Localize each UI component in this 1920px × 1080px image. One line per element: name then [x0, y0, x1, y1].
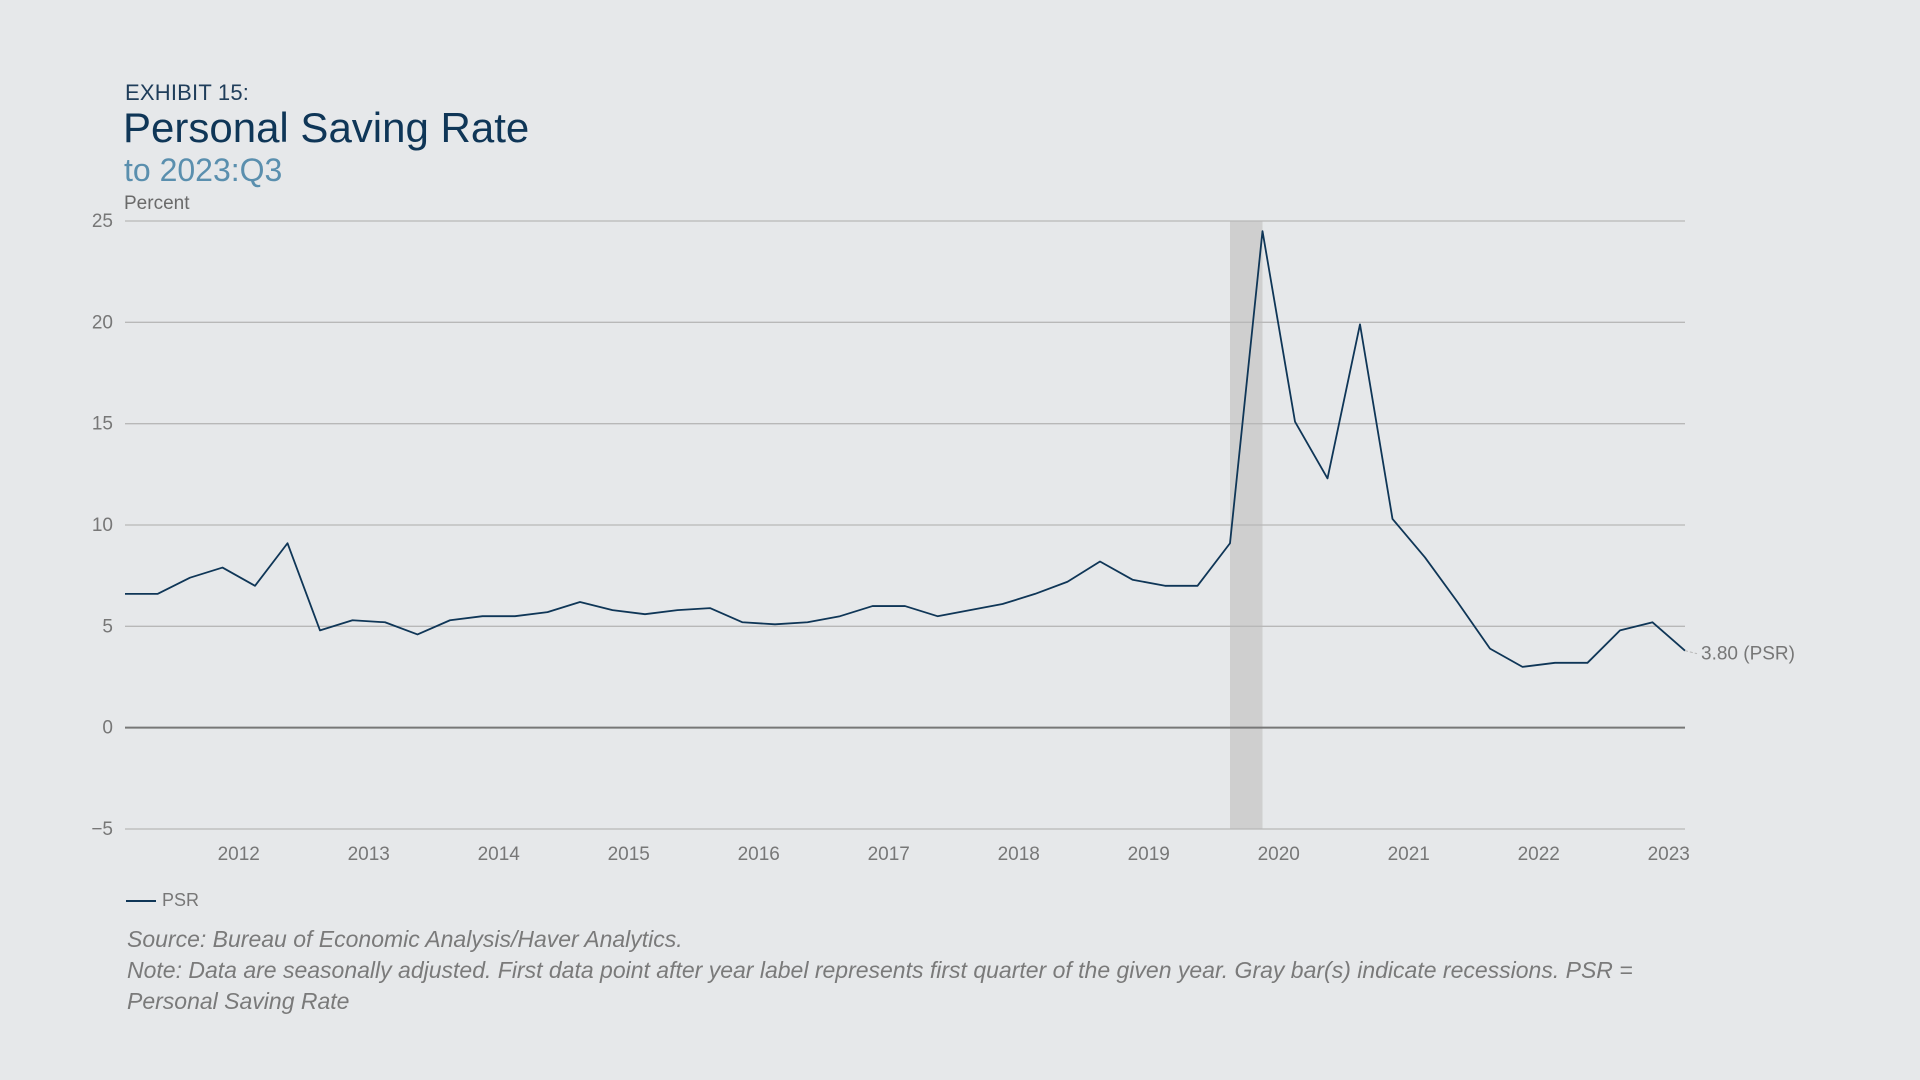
- x-tick-label: 2017: [868, 844, 910, 865]
- end-value-label: 3.80 (PSR): [1701, 644, 1795, 665]
- x-tick-label: 2014: [478, 844, 521, 865]
- y-tick-label: 5: [102, 616, 113, 637]
- series-line-psr: [125, 230, 1686, 668]
- legend: PSR: [126, 890, 199, 911]
- y-tick-label: 10: [92, 515, 113, 536]
- end-label-leader: [1684, 650, 1698, 655]
- exhibit-label: EXHIBIT 15:: [125, 80, 250, 105]
- chart-subtitle: to 2023:Q3: [124, 152, 283, 188]
- y-tick-labels: −5 0 5 10 15 20 25: [91, 211, 113, 840]
- x-tick-label: 2023: [1648, 844, 1690, 865]
- y-tick-label: 0: [102, 718, 113, 739]
- data-note: Note: Data are seasonally adjusted. Firs…: [127, 957, 1633, 1014]
- footnotes: Source: Bureau of Economic Analysis/Have…: [127, 924, 1687, 1017]
- series-layer: [125, 230, 1686, 668]
- end-label-layer: 3.80 (PSR): [1684, 644, 1795, 665]
- chart-title: Personal Saving Rate: [123, 104, 530, 151]
- x-tick-label: 2015: [608, 844, 650, 865]
- x-tick-label: 2018: [998, 844, 1040, 865]
- x-tick-label: 2013: [348, 844, 390, 865]
- y-tick-label: −5: [91, 819, 113, 840]
- source-note: Source: Bureau of Economic Analysis/Have…: [127, 926, 683, 952]
- y-tick-label: 25: [92, 211, 113, 232]
- grid-lines: [125, 220, 1685, 830]
- x-tick-label: 2020: [1258, 844, 1300, 865]
- x-tick-label: 2022: [1518, 844, 1560, 865]
- y-axis-label: Percent: [124, 193, 190, 214]
- x-tick-label: 2019: [1128, 844, 1170, 865]
- x-tick-label: 2021: [1388, 844, 1430, 865]
- legend-swatch-psr: [126, 899, 156, 902]
- x-tick-labels: 2012 2013 2014 2015 2016 2017 2018 2019 2020 2021…: [218, 844, 1690, 865]
- y-tick-label: 20: [92, 312, 113, 333]
- x-tick-label: 2016: [738, 844, 780, 865]
- x-tick-label: 2012: [218, 844, 260, 865]
- y-tick-label: 15: [92, 414, 113, 435]
- legend-label-psr: PSR: [162, 890, 200, 910]
